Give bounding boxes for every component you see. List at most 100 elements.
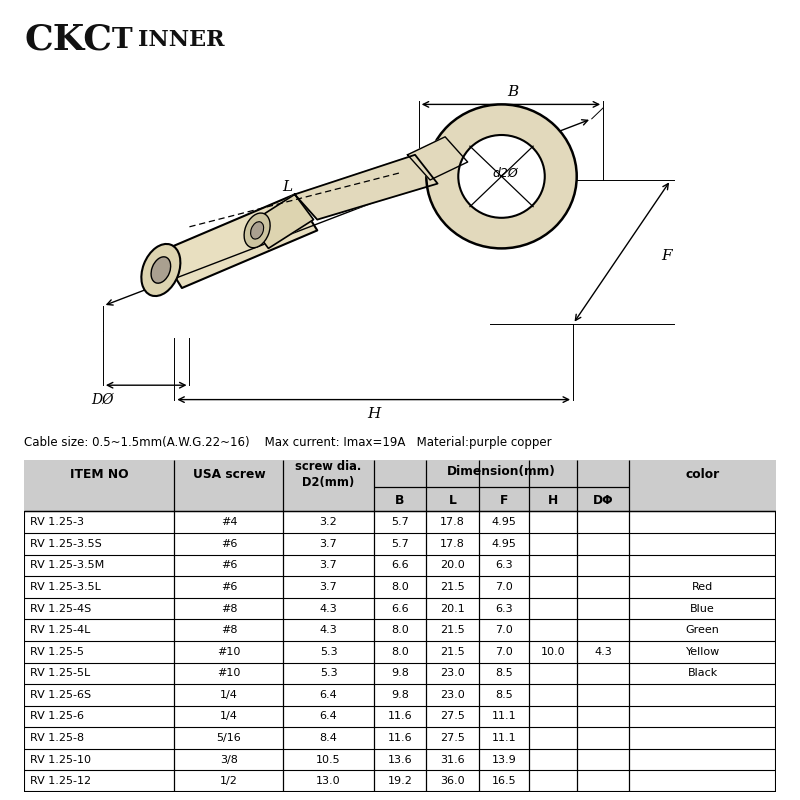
Text: 6.3: 6.3: [495, 561, 513, 570]
Text: 13.0: 13.0: [316, 776, 341, 786]
Text: T: T: [112, 26, 133, 54]
Text: 21.5: 21.5: [440, 625, 465, 635]
Text: 7.0: 7.0: [495, 646, 513, 657]
Text: RV 1.25-6S: RV 1.25-6S: [30, 690, 91, 700]
Text: Red: Red: [692, 582, 714, 592]
Text: INNER: INNER: [138, 29, 225, 51]
Text: 11.1: 11.1: [492, 733, 517, 743]
Text: 3.7: 3.7: [320, 582, 338, 592]
Text: 16.5: 16.5: [492, 776, 517, 786]
Text: 3.7: 3.7: [320, 561, 338, 570]
Text: 4.3: 4.3: [320, 625, 338, 635]
Text: 9.8: 9.8: [391, 690, 409, 700]
Text: 8.5: 8.5: [495, 668, 513, 678]
Text: 19.2: 19.2: [387, 776, 413, 786]
Text: 10.5: 10.5: [316, 754, 341, 765]
Text: d2Ø: d2Ø: [493, 166, 518, 179]
Text: 4.3: 4.3: [320, 603, 338, 614]
Text: 23.0: 23.0: [440, 690, 465, 700]
Text: 5.3: 5.3: [320, 646, 338, 657]
Text: 6.4: 6.4: [320, 711, 338, 722]
Text: screw dia.
D2(mm): screw dia. D2(mm): [295, 460, 362, 489]
Text: 11.1: 11.1: [492, 711, 517, 722]
Text: DΦ: DΦ: [593, 494, 614, 506]
Text: 4.95: 4.95: [492, 539, 517, 549]
Text: RV 1.25-5: RV 1.25-5: [30, 646, 84, 657]
Text: 8.0: 8.0: [391, 625, 409, 635]
Text: RV 1.25-4L: RV 1.25-4L: [30, 625, 90, 635]
Polygon shape: [294, 154, 438, 219]
Text: #6: #6: [221, 561, 237, 570]
Text: 5.3: 5.3: [320, 668, 338, 678]
Text: 5.7: 5.7: [391, 539, 409, 549]
Text: 27.5: 27.5: [440, 711, 465, 722]
Text: 1/4: 1/4: [220, 690, 238, 700]
Text: RV 1.25-10: RV 1.25-10: [30, 754, 91, 765]
Text: Black: Black: [687, 668, 718, 678]
Text: F: F: [662, 249, 672, 262]
Ellipse shape: [244, 213, 270, 248]
Ellipse shape: [151, 257, 170, 283]
Text: RV 1.25-6: RV 1.25-6: [30, 711, 84, 722]
Text: 8.0: 8.0: [391, 646, 409, 657]
Text: 8.0: 8.0: [391, 582, 409, 592]
Text: 6.6: 6.6: [391, 603, 409, 614]
Text: Green: Green: [686, 625, 720, 635]
Text: 11.6: 11.6: [388, 711, 412, 722]
Text: 5.7: 5.7: [391, 518, 409, 527]
Text: 21.5: 21.5: [440, 582, 465, 592]
Bar: [24, 460, 776, 511]
Text: L: L: [449, 494, 457, 506]
Text: 21.5: 21.5: [440, 646, 465, 657]
Text: RV 1.25-4S: RV 1.25-4S: [30, 603, 91, 614]
Text: 17.8: 17.8: [440, 539, 465, 549]
Text: 6.3: 6.3: [495, 603, 513, 614]
Text: RV 1.25-3.5L: RV 1.25-3.5L: [30, 582, 101, 592]
Ellipse shape: [142, 244, 180, 296]
Text: Yellow: Yellow: [686, 646, 720, 657]
Text: #8: #8: [221, 603, 237, 614]
Text: 1/4: 1/4: [220, 711, 238, 722]
Polygon shape: [250, 194, 314, 248]
Text: 3.2: 3.2: [320, 518, 338, 527]
Text: #6: #6: [221, 582, 237, 592]
Text: 6.4: 6.4: [320, 690, 338, 700]
Text: RV 1.25-3: RV 1.25-3: [30, 518, 84, 527]
Text: 8.4: 8.4: [320, 733, 338, 743]
Text: 10.0: 10.0: [541, 646, 566, 657]
Text: H: H: [548, 494, 558, 506]
Ellipse shape: [250, 222, 264, 239]
Text: RV 1.25-3.5M: RV 1.25-3.5M: [30, 561, 104, 570]
Text: 31.6: 31.6: [440, 754, 465, 765]
Text: 8.5: 8.5: [495, 690, 513, 700]
Text: 7.0: 7.0: [495, 625, 513, 635]
Text: 20.0: 20.0: [440, 561, 465, 570]
Text: 13.6: 13.6: [388, 754, 412, 765]
Text: 27.5: 27.5: [440, 733, 465, 743]
Text: 20.1: 20.1: [440, 603, 465, 614]
Text: DØ: DØ: [92, 393, 114, 406]
Text: #10: #10: [218, 646, 241, 657]
Text: Dimension(mm): Dimension(mm): [447, 465, 556, 478]
Text: 7.0: 7.0: [495, 582, 513, 592]
Text: 4.95: 4.95: [492, 518, 517, 527]
Text: RV 1.25-8: RV 1.25-8: [30, 733, 84, 743]
Text: color: color: [686, 468, 720, 481]
Text: CKC: CKC: [24, 23, 112, 57]
Text: 3/8: 3/8: [220, 754, 238, 765]
Text: 1/2: 1/2: [220, 776, 238, 786]
Text: 5/16: 5/16: [217, 733, 242, 743]
Text: 6.6: 6.6: [391, 561, 409, 570]
Text: 17.8: 17.8: [440, 518, 465, 527]
Text: RV 1.25-12: RV 1.25-12: [30, 776, 91, 786]
Text: L: L: [282, 180, 292, 194]
Text: RV 1.25-3.5S: RV 1.25-3.5S: [30, 539, 102, 549]
Text: #6: #6: [221, 539, 237, 549]
Text: B: B: [507, 85, 518, 99]
Text: 23.0: 23.0: [440, 668, 465, 678]
Text: F: F: [500, 494, 508, 506]
Text: 11.6: 11.6: [388, 733, 412, 743]
Text: RV 1.25-5L: RV 1.25-5L: [30, 668, 90, 678]
Text: 3.7: 3.7: [320, 539, 338, 549]
Polygon shape: [407, 137, 468, 180]
